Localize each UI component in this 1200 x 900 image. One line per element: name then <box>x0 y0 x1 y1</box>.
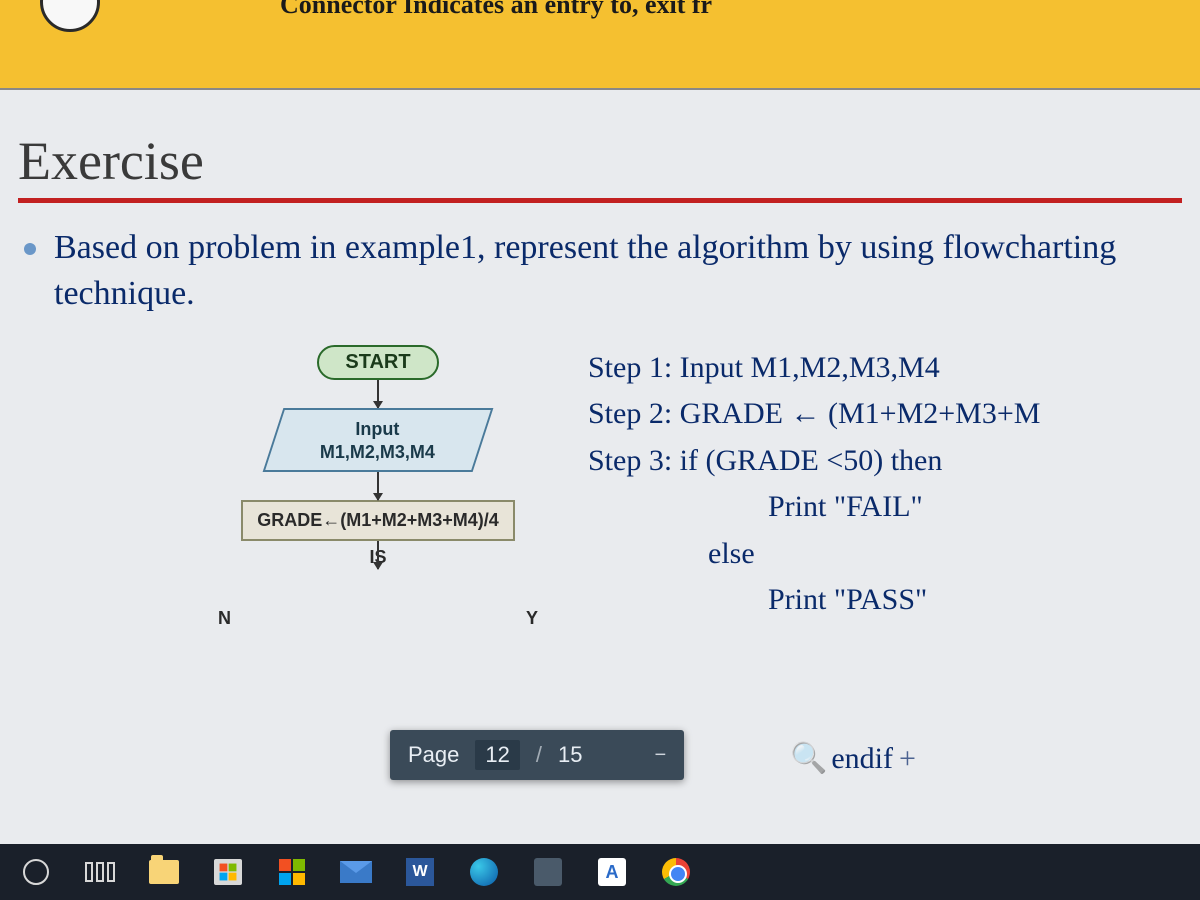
flowchart: START Input M1,M2,M3,M4 GRADE←(M1+M2+M3+… <box>198 345 558 629</box>
mail-icon[interactable] <box>338 854 374 890</box>
word-icon[interactable]: W <box>402 854 438 890</box>
flowchart-input-line1: Input <box>320 417 435 440</box>
top-banner: Connector Indicates an entry to, exit fr <box>0 0 1200 90</box>
pdf-page-toolbar[interactable]: Page 12 / 15 − <box>390 730 684 780</box>
step-endif: 🔍endif+ <box>790 741 916 776</box>
cortana-icon[interactable] <box>18 854 54 890</box>
step-3-then: Print "FAIL" <box>588 484 1182 531</box>
chrome-icon[interactable] <box>658 854 694 890</box>
content-row: START Input M1,M2,M3,M4 GRADE←(M1+M2+M3+… <box>18 345 1182 629</box>
step-3-else-body: Print "PASS" <box>588 577 1182 624</box>
algorithm-steps: Step 1: Input M1,M2,M3,M4 Step 2: GRADE … <box>588 345 1182 629</box>
branch-y-label: Y <box>526 608 538 629</box>
page-total: 15 <box>558 742 582 768</box>
step-3: Step 3: if (GRADE <50) then <box>588 438 1182 485</box>
connector-symbol-circle <box>40 0 100 32</box>
task-view-icon[interactable] <box>82 854 118 890</box>
slide-area: Exercise Based on problem in example1, r… <box>0 90 1200 844</box>
file-explorer-icon[interactable] <box>146 854 182 890</box>
edge-icon[interactable] <box>466 854 502 890</box>
flowchart-branch-labels: N Y <box>198 608 558 629</box>
step-2: Step 2: GRADE ← (M1+M2+M3+M <box>588 391 1182 438</box>
title-underline <box>18 198 1182 203</box>
page-label: Page <box>408 742 459 768</box>
branch-n-label: N <box>218 608 231 629</box>
bullet-row: Based on problem in example1, represent … <box>18 225 1182 317</box>
windows-taskbar[interactable]: W A <box>0 844 1200 900</box>
step-3-else: else <box>588 531 1182 578</box>
page-current-input[interactable]: 12 <box>475 740 519 770</box>
slide-title: Exercise <box>18 130 1182 192</box>
step-1: Step 1: Input M1,M2,M3,M4 <box>588 345 1182 392</box>
flowchart-input-line2: M1,M2,M3,M4 <box>320 440 435 463</box>
microsoft-store-icon[interactable] <box>210 854 246 890</box>
flowchart-arrow-icon <box>377 541 379 569</box>
flowchart-start-terminator: START <box>317 345 438 380</box>
flowchart-input-parallelogram: Input M1,M2,M3,M4 <box>263 408 494 472</box>
flowchart-process-rect: GRADE←(M1+M2+M3+M4)/4 <box>241 500 515 541</box>
windows-logo-icon[interactable] <box>274 854 310 890</box>
flowchart-arrow-icon <box>377 380 379 408</box>
bullet-text: Based on problem in example1, represent … <box>54 225 1182 317</box>
app-letter-icon[interactable]: A <box>594 854 630 890</box>
app-icon[interactable] <box>530 854 566 890</box>
bullet-dot-icon <box>24 243 36 255</box>
page-sep: / <box>536 742 542 768</box>
flowchart-arrow-icon <box>377 472 379 500</box>
banner-partial-text: Connector Indicates an entry to, exit fr <box>280 0 1200 20</box>
zoom-out-icon[interactable]: − <box>654 744 666 767</box>
